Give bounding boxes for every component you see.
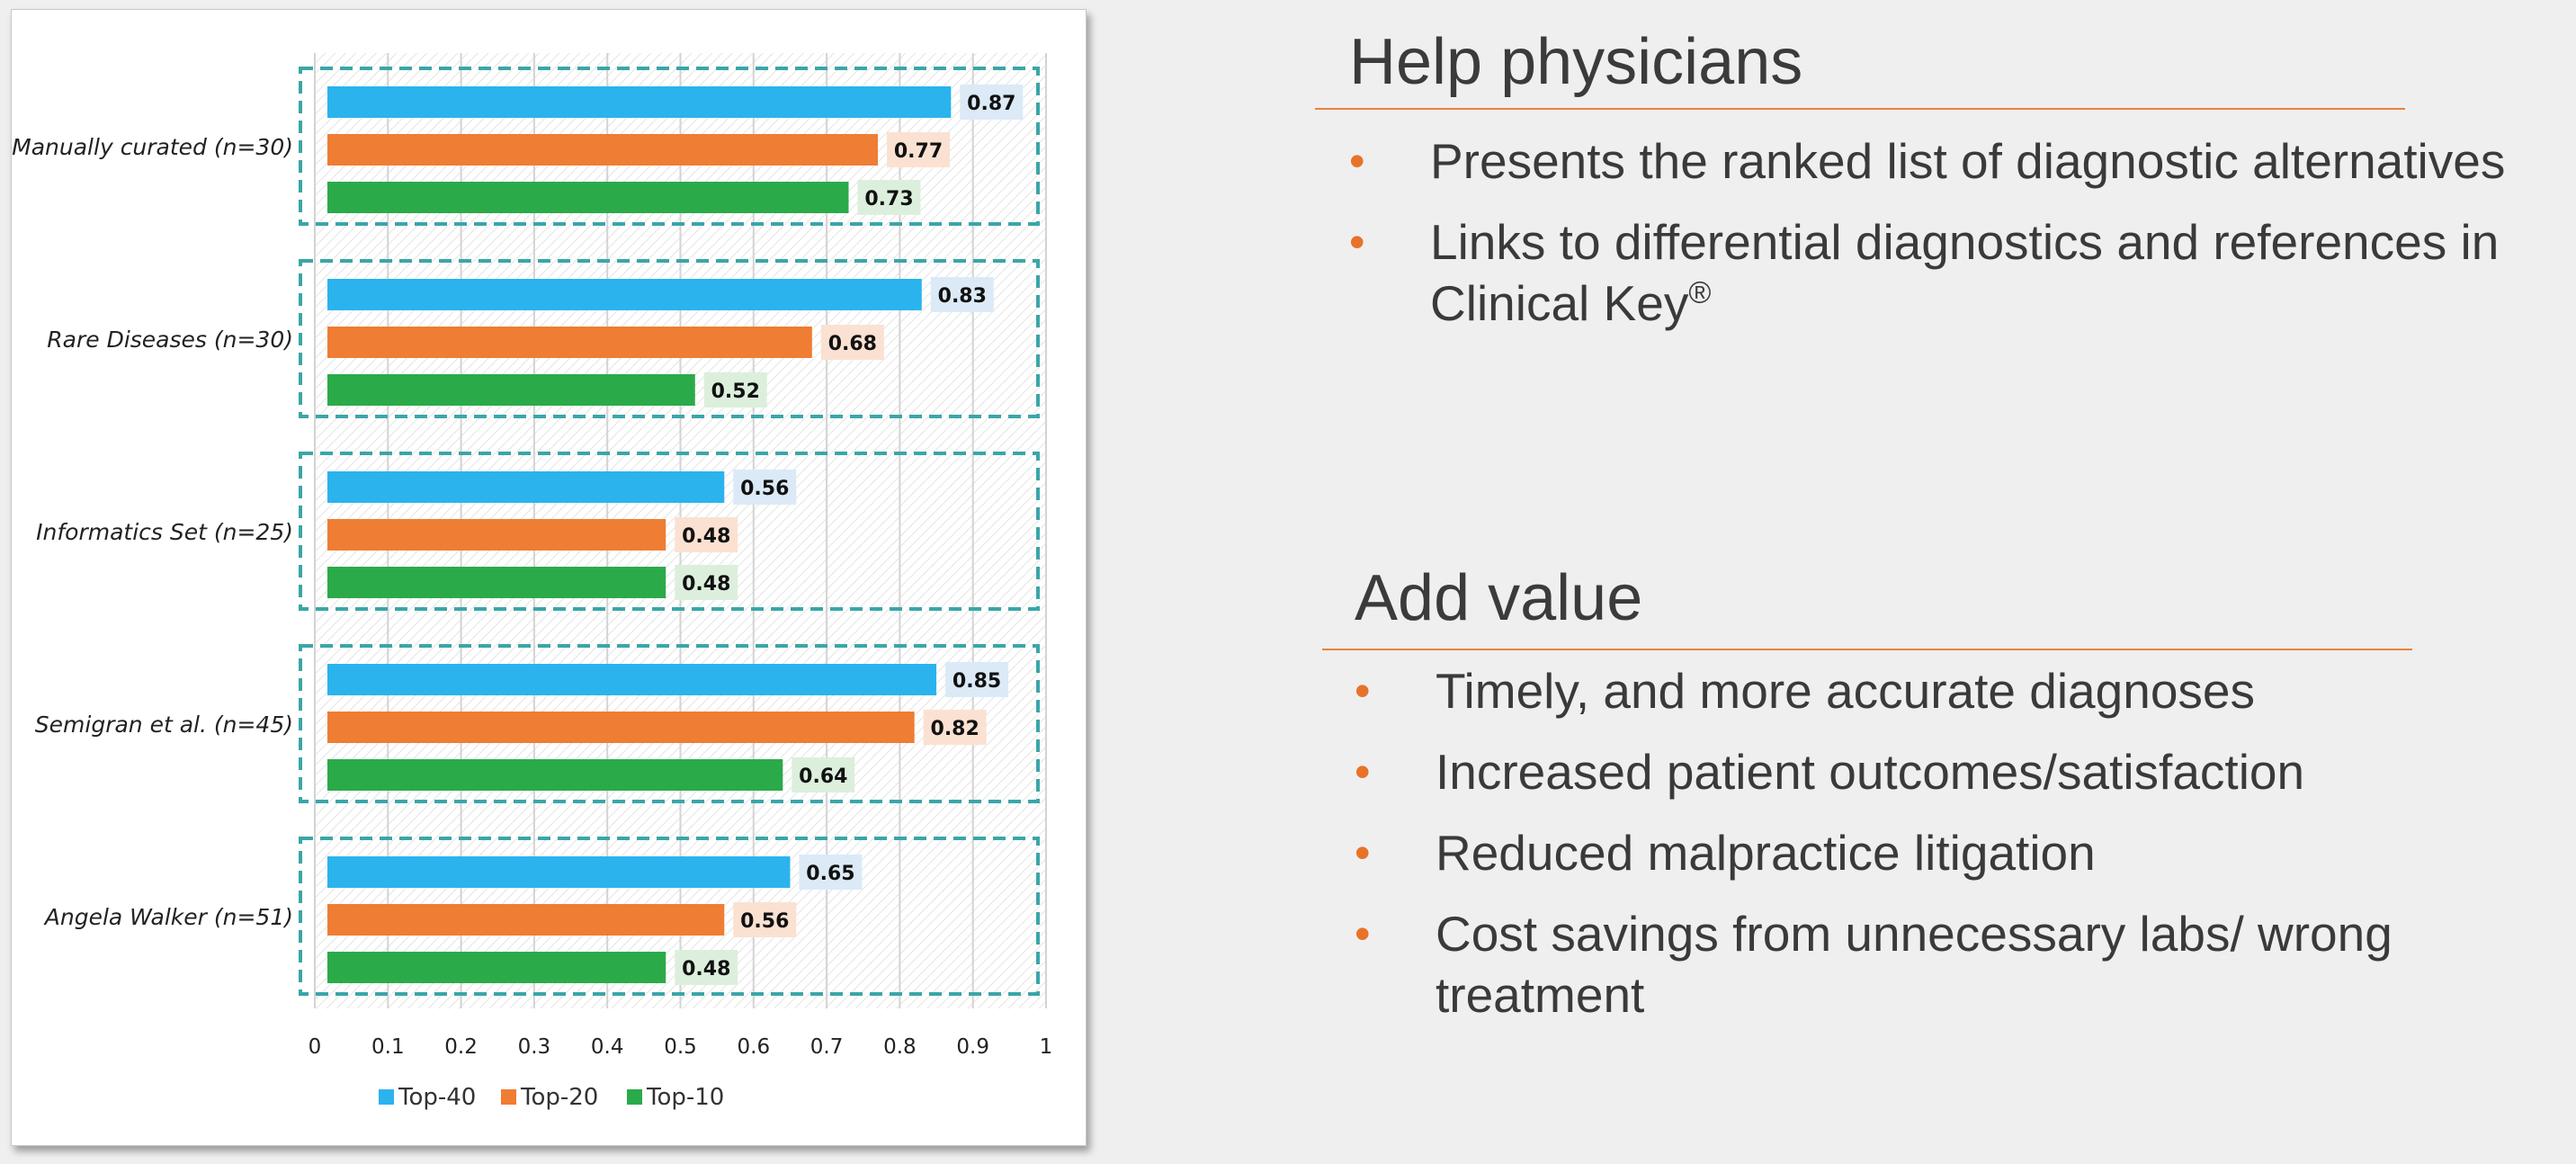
bar bbox=[327, 519, 666, 551]
data-label-bg bbox=[930, 277, 994, 312]
data-label-bg bbox=[960, 85, 1024, 120]
data-label-bg bbox=[675, 950, 738, 985]
x-tick-label: 0.5 bbox=[664, 1035, 697, 1059]
x-tick-label: 0.4 bbox=[591, 1035, 624, 1059]
data-label: 0.48 bbox=[682, 958, 730, 980]
x-tick-label: 1 bbox=[1040, 1035, 1053, 1059]
data-label-bg bbox=[733, 902, 797, 937]
legend-swatch bbox=[627, 1089, 642, 1105]
data-label: 0.56 bbox=[740, 910, 789, 933]
bar-chart: 0 0.1 0.2 0.3 0.4 0.5 0.6 0.7 0.8 0.9 1 Manually cu… bbox=[12, 53, 1053, 1111]
legend-label: Top-40 bbox=[398, 1084, 476, 1111]
bar bbox=[327, 904, 725, 936]
x-tick-label: 0.7 bbox=[810, 1035, 844, 1059]
data-label: 0.56 bbox=[740, 478, 789, 500]
x-tick-label: 0 bbox=[309, 1035, 322, 1059]
group-box bbox=[299, 837, 1040, 996]
bar bbox=[327, 182, 849, 213]
bar bbox=[327, 279, 922, 310]
bullet-icon: • bbox=[1349, 217, 1365, 267]
data-label: 0.77 bbox=[894, 140, 943, 163]
bar bbox=[327, 712, 915, 743]
category-label: Angela Walker (n=51) bbox=[43, 904, 293, 930]
bar bbox=[327, 471, 725, 503]
legend-label: Top-10 bbox=[646, 1084, 724, 1111]
data-label: 0.64 bbox=[799, 766, 847, 788]
x-tick-label: 0.3 bbox=[518, 1035, 551, 1059]
section-title: Help physicians bbox=[1349, 26, 1803, 98]
section-divider bbox=[1322, 649, 2412, 650]
bullet-item: • Cost savings from unnecessary labs/ wro… bbox=[1355, 903, 2560, 1025]
group-box bbox=[299, 644, 1040, 803]
x-tick-label: 0.6 bbox=[738, 1035, 771, 1059]
data-label-bg bbox=[945, 662, 1009, 697]
data-label: 0.85 bbox=[953, 670, 1001, 693]
bullet-text: Timely, and more accurate diagnoses bbox=[1436, 663, 2255, 719]
data-label-bg bbox=[887, 132, 951, 167]
x-tick-label: 0.9 bbox=[956, 1035, 989, 1059]
data-label-bg bbox=[675, 565, 738, 600]
bullet-list: • Presents the ranked list of diagnostic … bbox=[1349, 130, 2572, 354]
data-label: 0.52 bbox=[711, 381, 760, 403]
category-label: Informatics Set (n=25) bbox=[36, 519, 293, 545]
data-label: 0.65 bbox=[806, 863, 854, 885]
data-label-bg bbox=[857, 180, 921, 215]
bullet-item: • Timely, and more accurate diagnoses bbox=[1355, 660, 2560, 721]
bullet-item: • Links to differential diagnostics and r… bbox=[1349, 211, 2572, 334]
data-label: 0.83 bbox=[938, 285, 987, 308]
data-label: 0.82 bbox=[931, 718, 979, 740]
bullet-icon: • bbox=[1355, 909, 1371, 959]
bar bbox=[327, 86, 952, 118]
registered-mark: ® bbox=[1688, 275, 1712, 310]
section-divider bbox=[1315, 108, 2405, 110]
section-title: Add value bbox=[1355, 562, 1643, 634]
bullet-icon: • bbox=[1349, 136, 1365, 186]
data-label-bg bbox=[792, 757, 855, 792]
bullet-icon: • bbox=[1355, 666, 1371, 716]
bullet-item: • Reduced malpractice litigation bbox=[1355, 822, 2560, 883]
data-label: 0.73 bbox=[864, 188, 913, 210]
legend-label: Top-20 bbox=[520, 1084, 598, 1111]
x-tick-label: 0.2 bbox=[444, 1035, 478, 1059]
bar bbox=[327, 567, 666, 598]
bar bbox=[327, 759, 783, 791]
data-label: 0.68 bbox=[828, 333, 877, 355]
chart-panel: 0 0.1 0.2 0.3 0.4 0.5 0.6 0.7 0.8 0.9 1 Manually cu… bbox=[11, 9, 1087, 1146]
legend-swatch bbox=[379, 1089, 394, 1105]
group-box bbox=[299, 67, 1040, 226]
bullet-item: • Presents the ranked list of diagnostic … bbox=[1349, 130, 2572, 192]
bullet-text: Links to differential diagnostics and re… bbox=[1430, 214, 2500, 331]
data-label-bg bbox=[799, 855, 863, 890]
data-label: 0.87 bbox=[967, 93, 1015, 115]
x-tick-label: 0.1 bbox=[371, 1035, 405, 1059]
bullet-text: Reduced malpractice litigation bbox=[1436, 825, 2096, 881]
data-label-bg bbox=[703, 372, 767, 407]
bar bbox=[327, 856, 791, 888]
bullet-item: • Increased patient outcomes/satisfaction bbox=[1355, 741, 2560, 802]
data-label-bg bbox=[923, 710, 987, 745]
bar bbox=[327, 664, 937, 695]
bullet-text: Presents the ranked list of diagnostic a… bbox=[1430, 133, 2506, 189]
bar bbox=[327, 327, 812, 358]
legend-swatch bbox=[501, 1089, 516, 1105]
data-label-bg bbox=[675, 517, 738, 552]
group-box bbox=[299, 259, 1040, 418]
bullet-text: Cost savings from unnecessary labs/ wron… bbox=[1436, 906, 2393, 1023]
bullet-icon: • bbox=[1355, 747, 1371, 797]
group-box bbox=[299, 452, 1040, 611]
bar bbox=[327, 374, 695, 406]
data-label: 0.48 bbox=[682, 573, 730, 595]
bullet-list: • Timely, and more accurate diagnoses • In… bbox=[1355, 660, 2560, 1045]
bullet-text: Increased patient outcomes/satisfaction bbox=[1436, 744, 2305, 800]
category-label: Manually curated (n=30) bbox=[12, 134, 293, 160]
category-label: Semigran et al. (n=45) bbox=[35, 712, 293, 738]
data-label: 0.48 bbox=[682, 525, 730, 548]
bar bbox=[327, 134, 879, 166]
category-label: Rare Diseases (n=30) bbox=[47, 327, 293, 353]
bar bbox=[327, 952, 666, 983]
bullet-icon: • bbox=[1355, 828, 1371, 878]
x-tick-label: 0.8 bbox=[883, 1035, 917, 1059]
data-label-bg bbox=[733, 470, 797, 505]
data-label-bg bbox=[820, 325, 884, 360]
